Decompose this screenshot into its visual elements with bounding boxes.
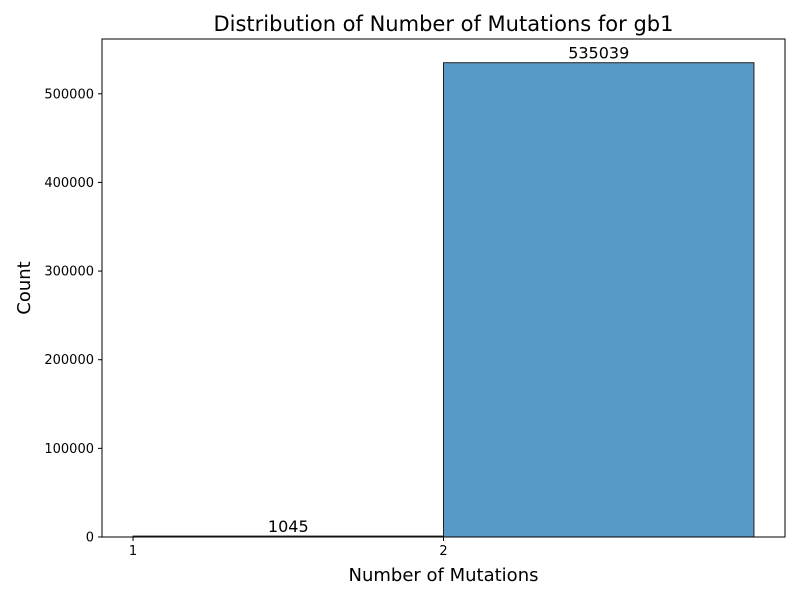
y-tick-label-5: 400000: [44, 176, 94, 191]
bars-group: [132, 62, 755, 538]
y-tick-label-1: 0: [86, 531, 94, 546]
y-tick-label-3: 200000: [44, 353, 94, 368]
y-ticks-group: 0 100000 200000 300000 400000 500000: [44, 87, 102, 546]
bar-value-label-2: 535039: [568, 44, 629, 63]
y-tick-label-4: 300000: [44, 265, 94, 280]
x-tick-label-2: 2: [439, 544, 447, 559]
bar-value-label-1: 1045: [268, 517, 309, 536]
y-tick-label-6: 500000: [44, 87, 94, 102]
x-tick-label-1: 1: [129, 544, 137, 559]
bar-2: [443, 62, 755, 538]
y-tick-label-2: 100000: [44, 442, 94, 457]
y-axis-label: Count: [14, 261, 35, 314]
x-axis-label: Number of Mutations: [349, 565, 539, 586]
bar-labels-group: 1045 535039: [268, 44, 629, 536]
chart-title: Distribution of Number of Mutations for …: [213, 12, 673, 36]
